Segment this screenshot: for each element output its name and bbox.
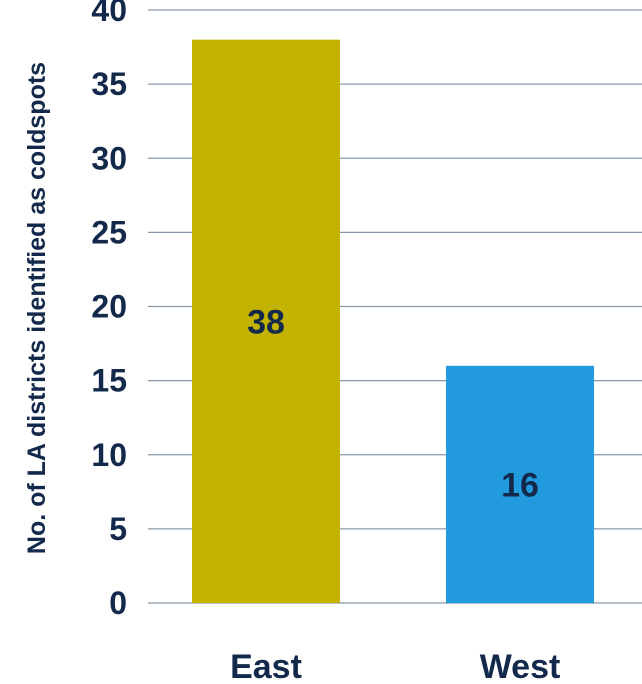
- x-axis-categories: East West: [230, 648, 560, 684]
- y-tick-label: 15: [91, 363, 127, 399]
- bar-value-label: 16: [501, 466, 539, 504]
- x-category-label: East: [230, 648, 302, 684]
- x-category-label: West: [480, 648, 561, 684]
- y-tick-label: 20: [91, 289, 127, 325]
- y-tick-label: 5: [109, 511, 127, 547]
- y-axis-title: No. of LA districts identified as coldsp…: [23, 62, 51, 554]
- y-tick-label: 10: [91, 437, 127, 473]
- bar-east: [192, 39, 340, 603]
- y-tick-label: 25: [91, 214, 127, 250]
- y-tick-label: 35: [91, 66, 127, 102]
- y-axis-ticks: 0 5 10 15 20 25 30 35 40: [91, 0, 127, 621]
- bar-value-label: 38: [247, 303, 285, 341]
- y-tick-label: 30: [91, 140, 127, 176]
- y-tick-label: 40: [91, 0, 127, 28]
- bars: 38 16: [192, 39, 594, 603]
- bar-west: [446, 365, 594, 603]
- y-tick-label: 0: [109, 585, 127, 621]
